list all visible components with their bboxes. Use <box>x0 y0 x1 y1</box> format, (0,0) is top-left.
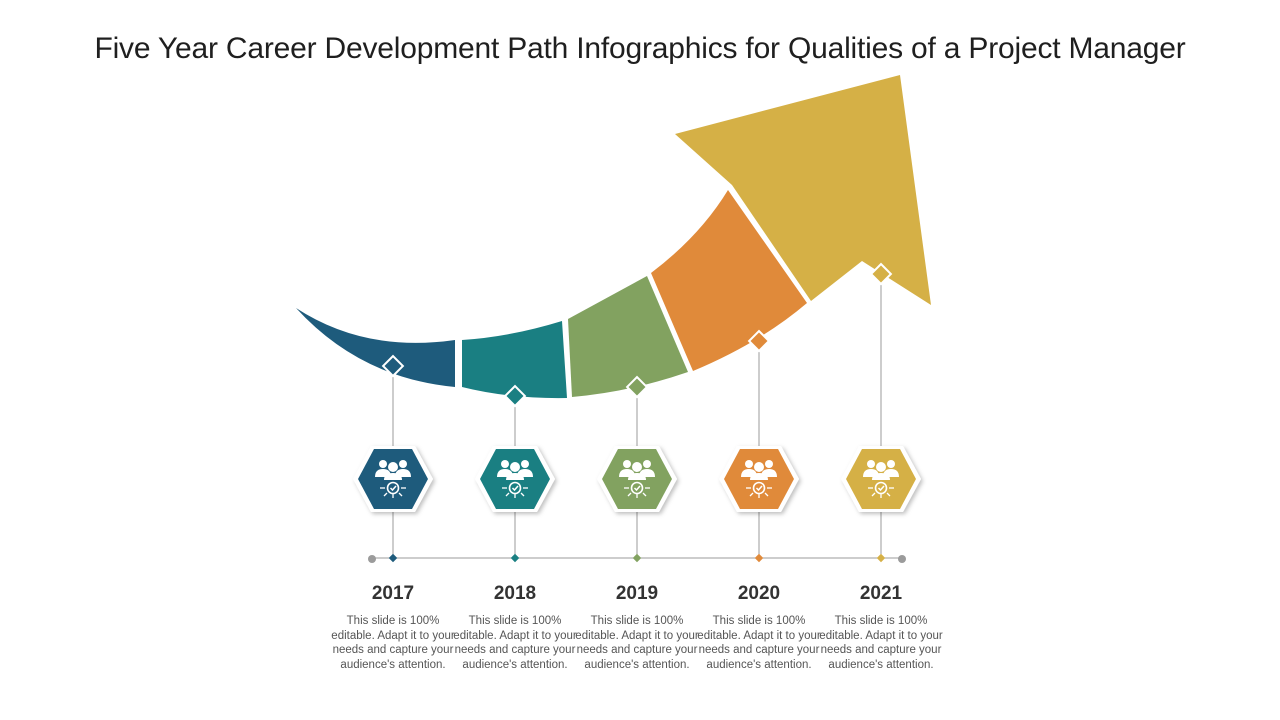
timeline-marker <box>632 553 642 563</box>
year-label: 2017 <box>371 583 415 604</box>
arrow-segment-2020 <box>651 190 807 371</box>
timeline-start-dot <box>368 555 376 563</box>
diamond-marker <box>503 384 527 408</box>
timeline-end-dot <box>898 555 906 563</box>
diamond-marker <box>381 354 405 378</box>
step-description: This slide is 100% editable. Adapt it to… <box>697 615 821 671</box>
diamond-marker <box>747 329 771 353</box>
year-label: 2021 <box>859 583 903 604</box>
step-description: This slide is 100% editable. Adapt it to… <box>575 615 699 671</box>
step-description: This slide is 100% editable. Adapt it to… <box>819 615 943 671</box>
hexagon-badge-2017 <box>353 446 433 512</box>
step-description: This slide is 100% editable. Adapt it to… <box>453 615 577 671</box>
timeline-marker <box>388 553 398 563</box>
hexagon-badge-2018 <box>475 446 555 512</box>
hexagon-badge-2021 <box>841 446 921 512</box>
hexagon-badge-2019 <box>597 446 677 512</box>
diamond-marker <box>625 375 649 399</box>
hexagon-badge-2020 <box>719 446 799 512</box>
timeline-marker <box>510 553 520 563</box>
year-label: 2018 <box>493 583 537 604</box>
arrow-segment-2018 <box>462 321 567 399</box>
timeline-marker <box>876 553 886 563</box>
page-title: Five Year Career Development Path Infogr… <box>94 32 1186 65</box>
arrow-segment-2019 <box>568 276 688 397</box>
timeline-marker <box>754 553 764 563</box>
arrow-segment-2017 <box>296 308 455 387</box>
year-label: 2020 <box>737 583 781 604</box>
year-label: 2019 <box>615 583 659 604</box>
arrow-head-2021 <box>675 75 931 305</box>
step-description: This slide is 100% editable. Adapt it to… <box>331 615 455 671</box>
diamond-marker <box>869 262 893 286</box>
